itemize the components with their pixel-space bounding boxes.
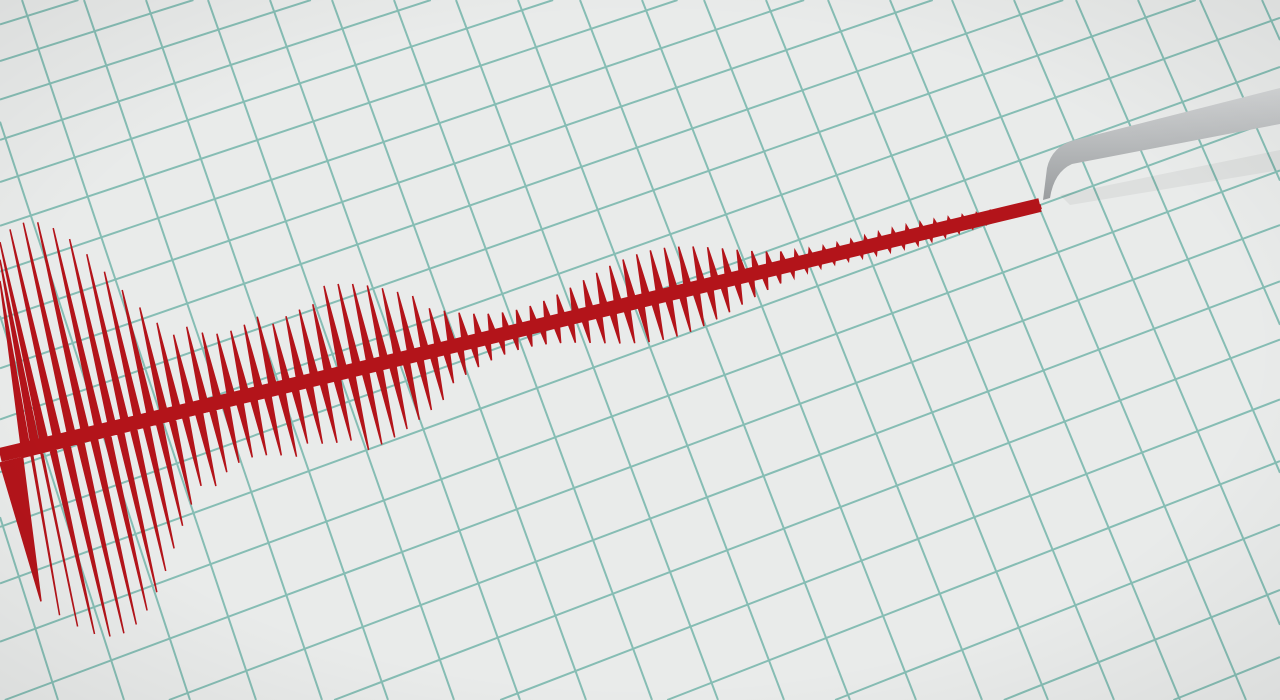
seismograph-illustration (0, 0, 1280, 700)
vignette (0, 0, 1280, 700)
